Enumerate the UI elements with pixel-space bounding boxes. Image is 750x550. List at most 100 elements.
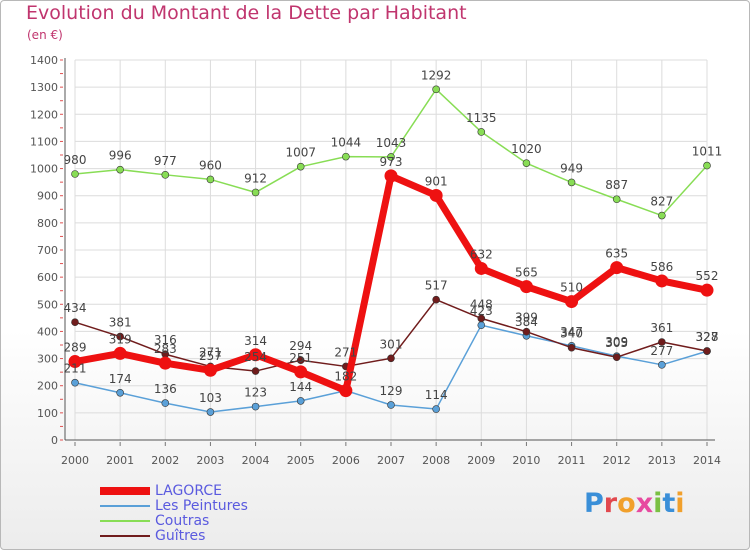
x-tick-label: 2008	[422, 454, 450, 467]
data-label-lagorce: 283	[154, 342, 177, 356]
y-tick-label: 900	[37, 190, 58, 203]
data-label-lagorce: 552	[696, 269, 719, 283]
data-label-coutras: 949	[560, 161, 583, 175]
data-point-coutras	[567, 178, 576, 187]
data-label-lagorce: 314	[244, 334, 267, 348]
data-label-lagorce: 635	[605, 247, 628, 261]
data-label-coutras: 1011	[692, 145, 723, 159]
legend-label: LAGORCE	[155, 483, 222, 499]
x-tick-label: 2011	[558, 454, 586, 467]
chart-unit: (en €)	[27, 28, 63, 42]
data-label-gu-tres: 517	[425, 279, 448, 293]
data-point-lagorce	[700, 283, 714, 297]
data-point-les-peintures	[251, 402, 260, 411]
data-point-gu-tres	[251, 367, 260, 375]
data-point-lagorce	[203, 363, 217, 377]
data-label-lagorce: 973	[380, 155, 403, 169]
data-point-gu-tres	[612, 353, 621, 362]
data-label-les-peintures: 384	[515, 315, 538, 329]
data-point-les-peintures	[161, 399, 170, 407]
y-tick-label: 1400	[30, 54, 58, 67]
data-point-lagorce	[519, 280, 533, 294]
x-tick-label: 2009	[467, 454, 495, 467]
y-tick-label: 1100	[30, 135, 58, 148]
x-tick-label: 2012	[603, 454, 631, 467]
data-point-lagorce	[158, 356, 172, 370]
data-point-gu-tres	[567, 343, 576, 352]
data-label-gu-tres: 301	[380, 337, 403, 351]
y-tick-label: 1200	[30, 108, 58, 121]
data-point-coutras	[432, 85, 440, 94]
legend-swatch	[100, 504, 150, 508]
data-point-coutras	[206, 175, 215, 184]
data-point-les-peintures	[206, 408, 215, 416]
data-label-coutras: 977	[154, 154, 177, 168]
data-label-les-peintures: 423	[470, 304, 493, 318]
data-point-coutras	[703, 161, 711, 170]
x-tick-label: 2002	[151, 454, 179, 467]
data-label-les-peintures: 136	[154, 382, 177, 396]
x-tick-label: 2010	[512, 454, 540, 467]
data-point-lagorce	[68, 355, 82, 369]
y-tick-label: 300	[37, 353, 58, 366]
data-label-lagorce: 182	[334, 370, 357, 384]
data-label-les-peintures: 211	[64, 362, 87, 376]
data-point-coutras	[116, 165, 124, 174]
data-label-gu-tres: 399	[515, 311, 538, 325]
data-label-gu-tres: 328	[696, 330, 719, 344]
legend-swatch	[100, 534, 150, 538]
data-point-coutras	[477, 128, 486, 136]
data-label-coutras: 980	[64, 153, 87, 167]
data-label-coutras: 1020	[511, 142, 542, 156]
data-point-les-peintures	[387, 401, 395, 409]
legend-swatch	[100, 519, 150, 523]
data-label-coutras: 827	[650, 195, 673, 209]
data-point-coutras	[612, 195, 621, 204]
x-tick-label: 2003	[196, 454, 224, 467]
data-label-coutras: 1292	[421, 68, 452, 82]
x-tick-label: 2001	[106, 454, 134, 467]
data-label-coutras: 1135	[466, 111, 497, 125]
data-point-coutras	[522, 159, 531, 167]
data-label-lagorce: 289	[64, 341, 87, 355]
y-tick-label: 700	[37, 244, 58, 257]
data-label-gu-tres: 434	[64, 301, 87, 315]
data-label-les-peintures: 103	[199, 391, 222, 405]
y-tick-label: 500	[37, 298, 58, 311]
data-label-les-peintures: 277	[650, 344, 673, 358]
data-label-coutras: 1044	[331, 136, 362, 150]
data-label-gu-tres: 271	[334, 345, 357, 359]
data-label-lagorce: 901	[425, 174, 448, 188]
data-label-gu-tres: 381	[109, 316, 132, 330]
data-label-lagorce: 565	[515, 266, 538, 280]
data-label-gu-tres: 271	[199, 345, 222, 359]
data-label-coutras: 887	[605, 178, 628, 192]
data-label-les-peintures: 174	[109, 372, 132, 386]
x-tick-label: 2000	[61, 454, 89, 467]
data-point-coutras	[71, 170, 79, 178]
data-label-lagorce: 586	[650, 260, 673, 274]
x-tick-label: 2013	[648, 454, 676, 467]
x-tick-label: 2004	[242, 454, 270, 467]
data-point-lagorce	[113, 346, 127, 360]
data-point-lagorce	[339, 384, 353, 398]
data-point-gu-tres	[116, 332, 124, 341]
data-label-gu-tres: 361	[650, 321, 673, 335]
data-label-les-peintures: 309	[605, 335, 628, 349]
data-point-gu-tres	[703, 347, 711, 355]
data-point-les-peintures	[658, 361, 666, 369]
data-point-lagorce	[429, 188, 443, 202]
data-point-lagorce	[610, 261, 624, 275]
x-tick-label: 2007	[377, 454, 405, 467]
data-label-lagorce: 251	[289, 351, 312, 365]
data-label-gu-tres: 340	[560, 327, 583, 341]
legend-swatch	[100, 487, 150, 495]
chart-title: Evolution du Montant de la Dette par Hab…	[26, 2, 467, 24]
data-label-coutras: 960	[199, 158, 222, 172]
data-point-gu-tres	[477, 314, 486, 323]
data-point-lagorce	[384, 169, 398, 183]
data-point-les-peintures	[432, 405, 440, 413]
data-point-lagorce	[249, 348, 263, 362]
